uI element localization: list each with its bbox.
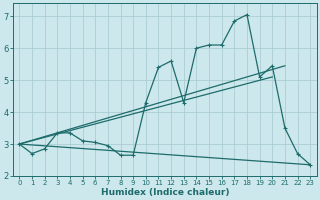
X-axis label: Humidex (Indice chaleur): Humidex (Indice chaleur) bbox=[100, 188, 229, 197]
